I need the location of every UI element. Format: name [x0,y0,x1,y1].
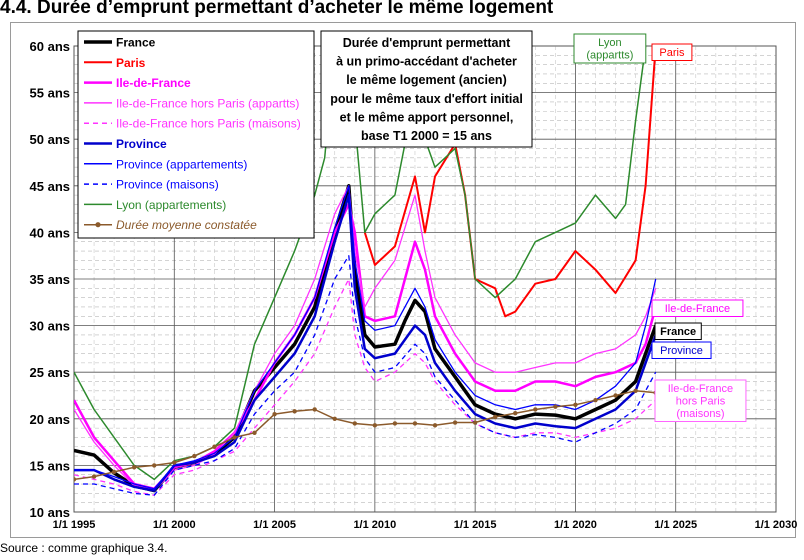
y-tick-label: 25 ans [30,365,70,380]
end-label-text: France [660,326,696,338]
series-point [593,397,598,403]
series-point [613,393,618,398]
series-point [212,444,217,449]
series-point [493,414,498,420]
end-label-box [651,43,693,61]
end-label-text: Ile-de-France [665,303,730,315]
end-label-box [651,341,712,359]
series-point [152,463,157,468]
legend-label: Lyon (appartements) [116,198,226,212]
annotation-line: et le même apport personnel, [340,110,514,124]
series-point [192,453,197,459]
page-title: 4.4. Durée d’emprunt permettant d’achete… [0,0,554,18]
y-tick-label: 60 ans [30,39,70,54]
y-tick-label: 55 ans [30,86,70,101]
legend: France Paris Ile-de-France Ile-de-France ho… [77,30,315,239]
legend-label: France [116,36,156,50]
end-label-box [654,379,747,422]
legend-label: Province (maisons) [116,178,219,192]
x-tick-label: 1/1 2020 [554,519,597,531]
x-tick-label: 1/1 1995 [53,519,96,531]
legend-box [77,30,315,239]
series-point [332,416,337,421]
series-point [573,402,578,408]
series-line-1 [363,45,657,318]
legend-label: Durée moyenne constatée [116,218,257,232]
legend-label: Ile-de-France hors Paris (maisons) [116,117,301,131]
series-point [312,407,317,412]
x-tick-label: 1/1 2025 [654,519,697,531]
annotation-frame [320,30,533,148]
series-line-4 [74,278,657,496]
y-tick-label: 50 ans [30,132,70,147]
end-label-box [573,33,647,64]
series-point [111,469,117,475]
series-point [452,420,458,425]
x-tick-label: 1/1 2015 [454,519,497,531]
series-line-7 [74,255,657,496]
series-point [91,474,97,479]
series-line-9 [74,390,656,481]
x-tick-label: 1/1 2005 [253,519,296,531]
end-label-box [654,322,702,340]
series-point [513,411,518,416]
series-point [633,388,638,394]
series-point [372,423,378,428]
annotation-line: à un primo-accédant d'acheter [336,55,517,69]
annotation-line: base T1 2000 = 15 ans [361,129,492,143]
series-point [252,430,257,435]
y-tick-label: 20 ans [30,412,70,427]
end-labels: FranceParisIle-de-FranceIle-de-Francehor… [573,33,747,422]
series-point [553,404,558,409]
series-point [131,465,137,470]
series-point [292,409,297,414]
series-point [352,421,357,426]
x-tick-label: 1/1 2030 [755,519,798,531]
legend-label: Province [116,137,167,151]
end-label-text: hors Paris [676,396,726,408]
legend-label: Paris [116,56,146,70]
end-label-box [651,299,744,317]
series-point [74,477,77,482]
series-point [432,423,438,428]
series-point [172,460,177,465]
series-line-5 [74,193,657,492]
series-point [272,411,277,417]
end-label-text: Paris [659,47,685,59]
annotation-box: Durée d'emprunt permettant à un primo-acc… [320,30,533,148]
series-point [472,420,478,425]
source-note: Source : comme graphique 3.4. [0,541,168,555]
series-point [232,435,237,440]
legend-swatch-marker [95,222,101,228]
series-line-6 [74,185,657,490]
end-label-text: (appartts) [586,50,633,62]
series-point [392,421,398,426]
end-label-text: Ile-de-France [668,383,733,395]
series-point [412,421,418,426]
x-tick-label: 1/1 2010 [353,519,396,531]
annotation-line: pour le même taux d'effort initial [330,92,523,106]
legend-label: Ile-de-France [116,76,191,90]
legend-label: Province (appartements) [116,157,247,171]
y-tick-label: 15 ans [30,458,70,473]
y-tick-label: 35 ans [30,272,70,287]
y-tick-label: 10 ans [30,505,70,520]
x-tick-label: 1/1 2000 [153,519,196,531]
y-tick-label: 45 ans [30,179,70,194]
y-tick-label: 30 ans [30,319,70,334]
y-tick-label: 40 ans [30,225,70,240]
annotation-line: Durée d'emprunt permettant [343,36,511,50]
series-line-3 [74,185,657,492]
legend-label: Ile-de-France hors Paris (appartts) [116,96,299,110]
annotation-line: le même logement (ancien) [346,73,506,87]
end-label-text: Province [660,345,703,357]
end-label-text: Lyon [598,37,621,49]
series-point [533,407,538,412]
series-lines [74,45,658,496]
end-label-text: (maisons) [676,408,724,420]
